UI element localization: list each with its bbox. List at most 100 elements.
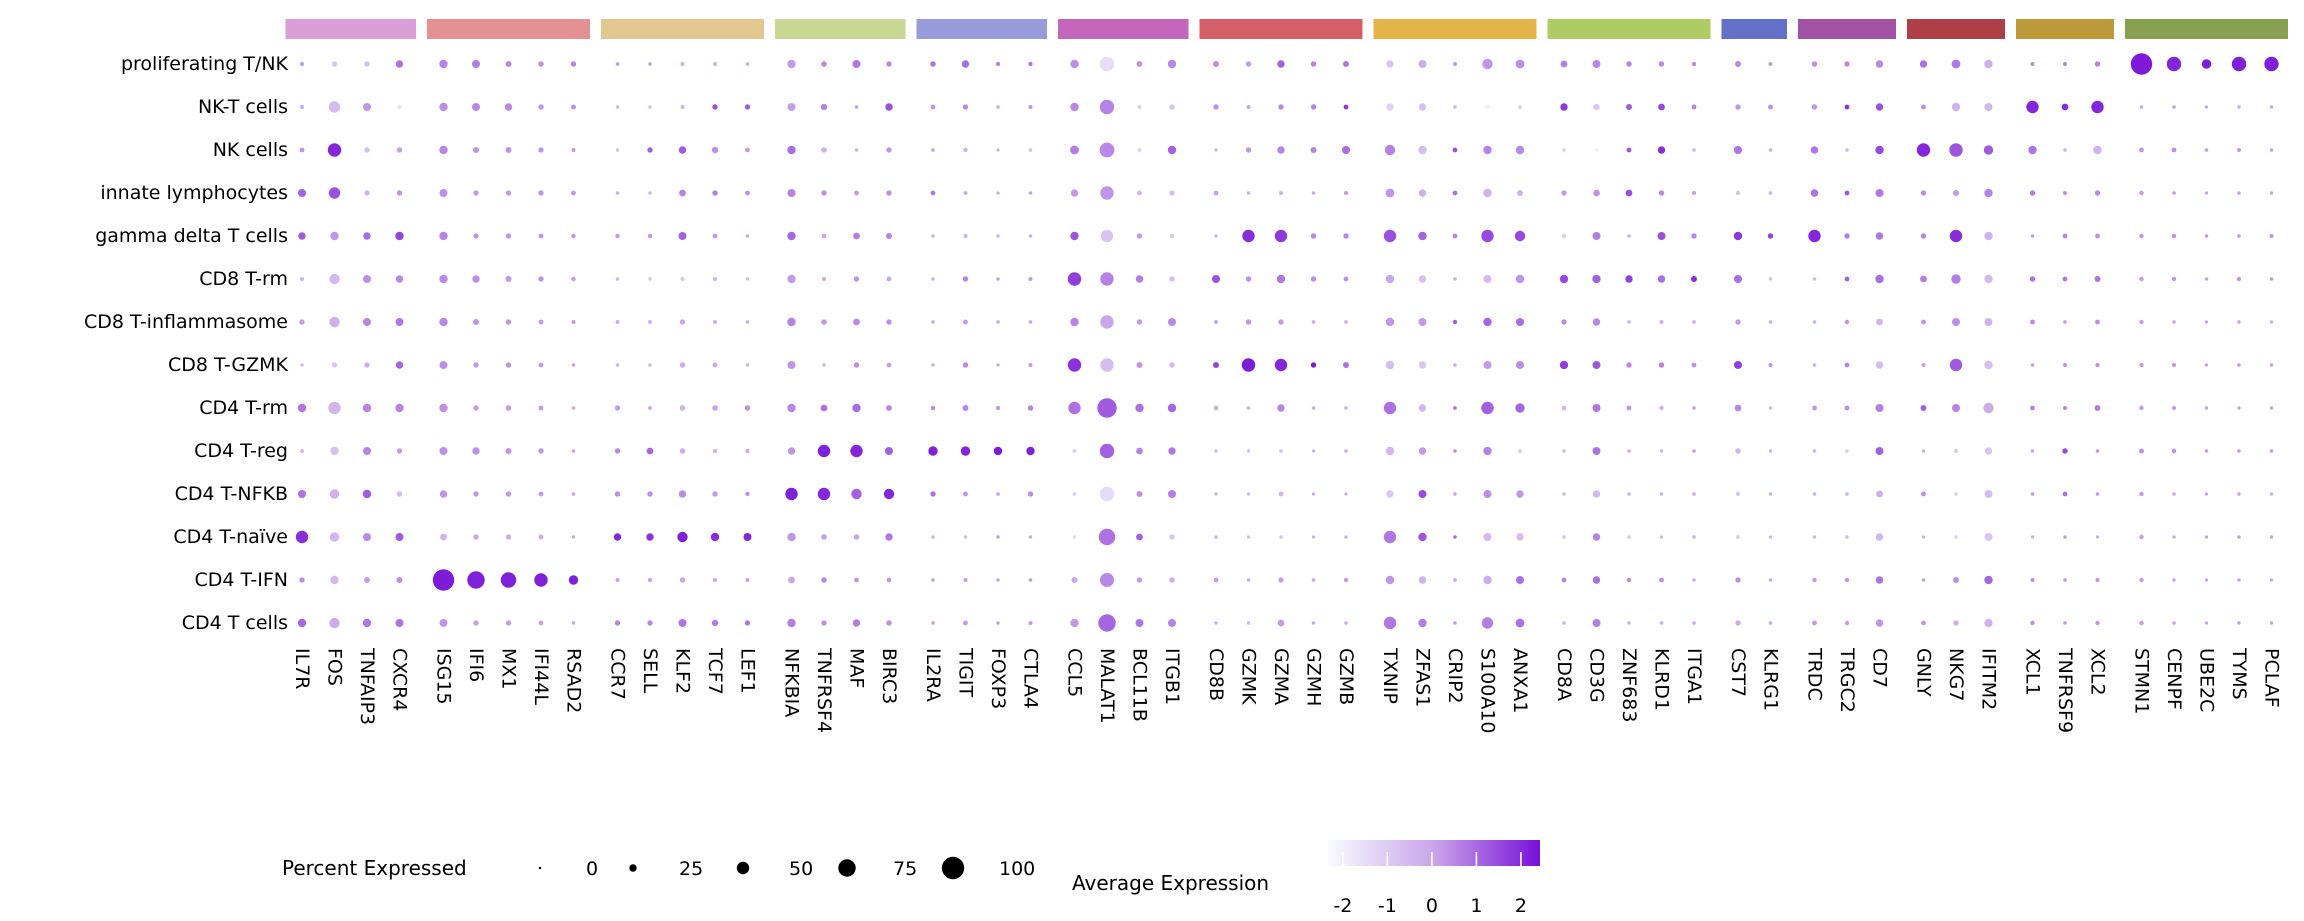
dot	[2204, 234, 2209, 238]
dot	[1385, 317, 1395, 327]
dot	[1168, 490, 1176, 498]
dot	[2269, 578, 2274, 582]
dot	[1279, 191, 1283, 195]
dot	[1481, 229, 1494, 243]
dot	[1343, 104, 1349, 110]
dot	[363, 447, 371, 455]
dot	[329, 617, 340, 629]
dot	[298, 189, 306, 197]
dot	[1919, 60, 1928, 68]
dot	[1028, 277, 1033, 281]
dot	[364, 190, 370, 196]
dot	[473, 233, 479, 239]
dot	[851, 488, 862, 500]
dot	[1028, 61, 1033, 67]
size-legend-dot	[941, 856, 965, 880]
row-label: NK-T cells	[198, 96, 288, 118]
gene-label: IFI44L	[530, 648, 552, 705]
dot	[2026, 100, 2039, 114]
dot	[299, 147, 305, 153]
dot	[745, 277, 750, 281]
dot	[439, 145, 448, 155]
dot	[1515, 403, 1525, 413]
gene-label: KLF2	[672, 648, 694, 694]
dot	[1952, 318, 1960, 326]
gene-label: CD8B	[1205, 648, 1227, 701]
dot	[2204, 191, 2209, 195]
dot	[1657, 275, 1666, 283]
dot	[787, 231, 796, 241]
dot	[432, 569, 455, 591]
dot	[1028, 363, 1033, 367]
dot	[615, 148, 620, 152]
dot	[1028, 578, 1033, 582]
dot	[1844, 233, 1850, 239]
dot	[505, 405, 512, 411]
dot	[1135, 275, 1144, 283]
dot	[615, 105, 620, 109]
dot	[853, 318, 860, 326]
dot	[363, 533, 371, 541]
dot	[1481, 401, 1494, 415]
dot	[439, 317, 448, 327]
dot	[2237, 363, 2241, 367]
dot	[1592, 533, 1601, 541]
dot	[1844, 577, 1850, 583]
dot	[2237, 535, 2241, 539]
dot	[1844, 276, 1850, 282]
dot	[613, 533, 622, 541]
dot	[2139, 577, 2144, 583]
dot	[679, 362, 686, 368]
dot	[395, 533, 404, 541]
dot	[297, 403, 307, 413]
dot	[1515, 274, 1525, 284]
dot	[395, 318, 404, 326]
size-legend-value: 100	[999, 858, 1035, 880]
dot	[2094, 276, 2101, 282]
dot	[853, 362, 860, 368]
dot	[571, 276, 576, 282]
dot	[1658, 362, 1665, 368]
size-legend-value: 0	[586, 858, 598, 880]
dot	[1659, 535, 1664, 539]
dot	[1954, 449, 1958, 453]
dot	[1246, 621, 1251, 625]
dot	[2269, 406, 2274, 410]
dot	[2204, 535, 2209, 539]
dot	[1310, 61, 1317, 67]
dot	[1167, 145, 1177, 155]
dot	[1311, 406, 1316, 410]
dot	[1418, 275, 1427, 283]
dot	[1921, 319, 1926, 325]
dot	[1844, 362, 1850, 368]
dot	[467, 571, 485, 589]
dot	[886, 233, 892, 239]
dot	[1028, 148, 1033, 152]
dot	[2237, 234, 2241, 238]
gene-label: XCL2	[2087, 648, 2109, 696]
gene-group-bar	[427, 19, 590, 39]
dot	[2204, 320, 2209, 324]
dot	[1453, 277, 1457, 281]
dot	[853, 276, 860, 282]
dot	[1070, 189, 1079, 197]
dot	[886, 190, 892, 196]
dot	[330, 446, 339, 456]
dot	[1070, 59, 1079, 69]
dot	[568, 575, 579, 585]
dot	[1311, 449, 1316, 453]
size-legend-dot	[629, 864, 637, 872]
dot	[2130, 53, 2153, 75]
dot	[2030, 319, 2035, 325]
dot	[931, 621, 935, 625]
dot	[1812, 449, 1817, 453]
dot	[1984, 188, 1993, 198]
dot	[1483, 317, 1492, 327]
gene-label: TNFRSF4	[813, 647, 835, 733]
dot	[787, 189, 796, 197]
row-label: gamma delta T cells	[95, 225, 288, 247]
dot	[1072, 535, 1077, 539]
gene-label: BCL11B	[1129, 648, 1151, 722]
dot	[1100, 358, 1114, 372]
dot	[571, 363, 576, 367]
